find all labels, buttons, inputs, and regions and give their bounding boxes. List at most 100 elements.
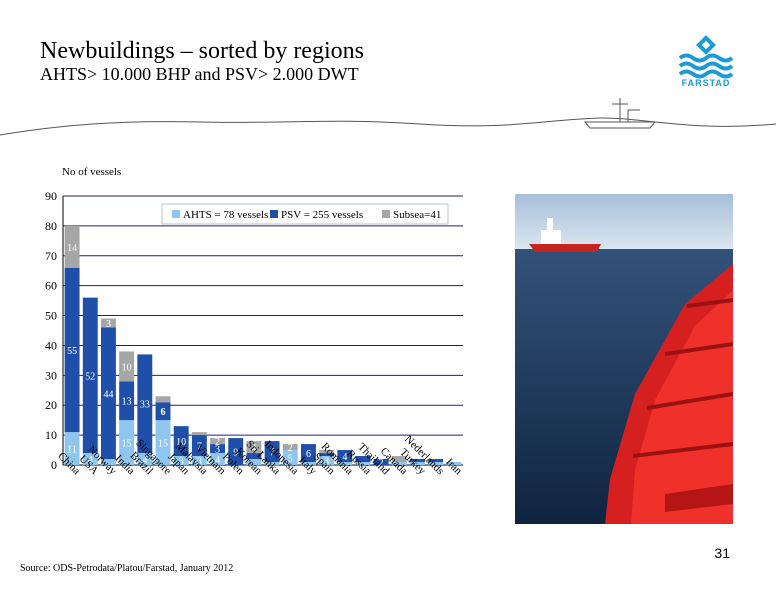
data-label: 14 — [67, 243, 77, 254]
bar-segment — [137, 453, 153, 465]
wave-line-decoration — [0, 98, 776, 136]
data-label: 4 — [142, 455, 147, 466]
bar-segment — [319, 453, 335, 457]
data-label: 4 — [251, 443, 256, 454]
bar-segment — [155, 396, 171, 403]
bar-segment — [391, 462, 407, 465]
data-label: 52 — [85, 371, 95, 382]
slide-subtitle: AHTS> 10.000 BHP and PSV> 2.000 DWT — [40, 64, 359, 84]
data-label: 2 — [379, 458, 384, 469]
bar-segment — [210, 438, 225, 445]
legend-label: PSV = 255 vessels — [281, 209, 363, 221]
bar-segment — [410, 462, 425, 465]
y-tick-label: 30 — [45, 368, 57, 382]
y-axis-label: No of vessels — [62, 166, 121, 178]
legend-swatch — [382, 210, 390, 218]
bar-segment — [173, 456, 189, 465]
data-label: 9 — [233, 448, 238, 459]
bar-segment — [82, 297, 98, 454]
bar-segment — [355, 462, 371, 465]
bar-segment — [246, 441, 262, 454]
bar-segment — [82, 453, 98, 465]
data-label: 3 — [106, 319, 111, 330]
y-tick-label: 0 — [51, 458, 57, 472]
data-label: 3 — [179, 457, 184, 468]
data-label: 2 — [215, 437, 220, 448]
bar-segment — [119, 351, 135, 382]
legend-label: AHTS = 78 vessels — [183, 209, 268, 221]
data-label: 7 — [270, 448, 275, 459]
bar-segment — [337, 450, 353, 463]
bar-segment — [428, 462, 444, 465]
data-label: 4 — [88, 455, 93, 466]
y-tick-label: 80 — [45, 219, 57, 233]
bar-segment — [119, 381, 135, 421]
legend-box — [161, 203, 449, 225]
data-label: 55 — [67, 346, 77, 357]
page-number: 31 — [714, 545, 730, 561]
bar-segment — [64, 225, 80, 268]
data-label: 10 — [176, 437, 186, 448]
data-label: 33 — [140, 400, 150, 411]
bar-segment — [319, 456, 335, 465]
data-label: 15 — [122, 439, 132, 450]
bar-segment — [210, 444, 225, 454]
bar-segment — [210, 453, 225, 465]
data-label: 3 — [215, 445, 220, 456]
data-label: 3 — [197, 457, 202, 468]
slide-title: Newbuildings – sorted by regions — [40, 38, 364, 64]
bar-segment — [301, 462, 316, 465]
data-label: 10 — [122, 362, 132, 373]
bar-segment — [119, 420, 135, 465]
legend-swatch — [270, 210, 278, 218]
data-label: 11 — [67, 445, 77, 456]
legend-swatch — [172, 210, 180, 218]
bar-segment — [391, 456, 407, 463]
data-label: 4 — [342, 452, 347, 463]
bar-segment — [264, 441, 280, 463]
farstad-logo-icon — [678, 35, 734, 79]
bar-segment — [64, 267, 80, 433]
data-label: 5 — [288, 454, 293, 465]
data-label: 15 — [158, 439, 168, 450]
bar-segment — [428, 459, 444, 463]
data-label: 2 — [288, 443, 293, 454]
bar-segment — [191, 456, 207, 465]
data-label: 13 — [122, 397, 132, 408]
bar-segment — [191, 432, 207, 436]
bar-segment — [101, 318, 116, 328]
y-tick-label: 10 — [45, 428, 57, 442]
bar-segment — [373, 459, 389, 465]
bar-segment — [228, 438, 244, 465]
ship-photo — [515, 194, 733, 524]
bar-segment — [446, 462, 462, 465]
category-label: Iran — [443, 456, 464, 477]
bar-segment — [191, 435, 207, 457]
bar-segment — [301, 444, 316, 463]
bar-segment — [173, 426, 189, 457]
data-label: 3 — [324, 457, 329, 468]
legend-label: Subsea=41 — [393, 209, 441, 221]
logo-text: FARSTAD — [681, 78, 731, 88]
y-tick-label: 40 — [45, 338, 57, 352]
bar-segment — [246, 459, 262, 465]
bar-segment — [282, 450, 298, 465]
data-label: 6 — [306, 449, 311, 460]
y-tick-label: 60 — [45, 279, 57, 293]
data-label: 7 — [197, 442, 202, 453]
bar-segment — [101, 327, 116, 460]
bar-segment — [64, 432, 80, 465]
bar-segment — [246, 453, 262, 460]
y-tick-label: 20 — [45, 398, 57, 412]
bar-segment — [264, 462, 280, 465]
bar-segment — [155, 402, 171, 421]
y-tick-label: 90 — [45, 189, 57, 203]
bar-segment — [101, 459, 116, 465]
data-label: 6 — [161, 407, 166, 418]
data-label: 4 — [215, 455, 220, 466]
y-tick-label: 50 — [45, 309, 57, 323]
bar-segment — [410, 459, 425, 463]
source-note: Source: ODS-Petrodata/Platou/Farstad, Ja… — [20, 563, 234, 574]
bar-segment — [337, 462, 353, 465]
